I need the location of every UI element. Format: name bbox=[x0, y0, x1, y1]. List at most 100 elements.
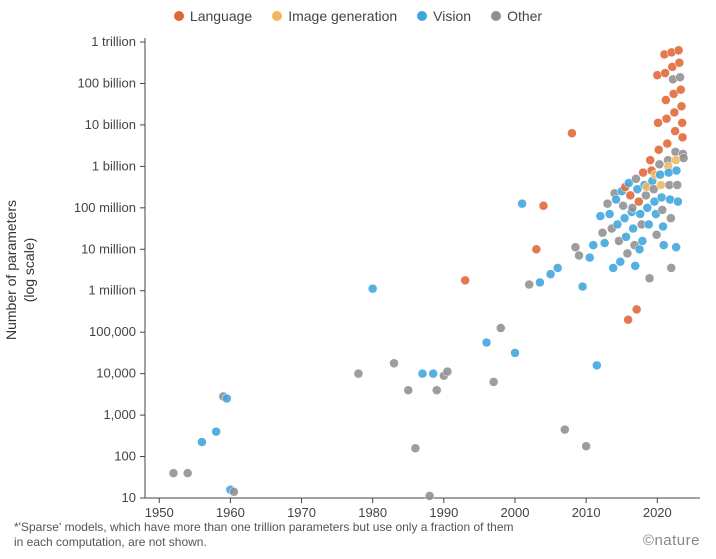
data-point bbox=[622, 232, 631, 241]
brand-mark: ©nature bbox=[643, 532, 700, 549]
data-point bbox=[546, 270, 555, 279]
data-point bbox=[663, 139, 672, 148]
data-point bbox=[656, 181, 665, 190]
x-tick-label: 1960 bbox=[216, 505, 245, 520]
data-point bbox=[674, 46, 683, 55]
data-point bbox=[598, 228, 607, 237]
data-point bbox=[661, 96, 670, 105]
data-point bbox=[631, 261, 640, 270]
data-point bbox=[654, 118, 663, 127]
footnote: *'Sparse' models, which have more than o… bbox=[14, 520, 514, 551]
data-point bbox=[613, 220, 622, 229]
scatter-chart: 101001,00010,000100,0001 million10 milli… bbox=[0, 0, 716, 559]
data-point bbox=[652, 230, 661, 239]
data-point bbox=[675, 58, 684, 67]
data-point bbox=[643, 203, 652, 212]
legend-item: Language bbox=[174, 8, 252, 24]
data-point bbox=[636, 210, 645, 219]
data-point bbox=[532, 245, 541, 254]
data-point bbox=[672, 166, 681, 175]
data-point bbox=[553, 263, 562, 272]
data-point bbox=[658, 205, 667, 214]
data-point bbox=[368, 284, 377, 293]
legend-item: Image generation bbox=[272, 8, 397, 24]
data-point bbox=[670, 108, 679, 117]
legend-swatch bbox=[491, 11, 501, 21]
data-point bbox=[619, 201, 628, 210]
data-point bbox=[212, 427, 221, 436]
data-point bbox=[656, 170, 665, 179]
data-point bbox=[623, 249, 632, 258]
data-point bbox=[482, 338, 491, 347]
data-point bbox=[197, 438, 206, 447]
data-point bbox=[612, 195, 621, 204]
data-point bbox=[616, 257, 625, 266]
data-point bbox=[443, 367, 452, 376]
data-point bbox=[671, 156, 680, 165]
data-point bbox=[662, 114, 671, 123]
data-point bbox=[432, 386, 441, 395]
data-point bbox=[511, 348, 520, 357]
data-point bbox=[646, 156, 655, 165]
data-point bbox=[672, 243, 681, 252]
data-point bbox=[535, 278, 544, 287]
data-point bbox=[589, 241, 598, 250]
data-point bbox=[676, 85, 685, 94]
y-tick-label: 1 million bbox=[88, 283, 136, 298]
data-point bbox=[354, 369, 363, 378]
y-tick-label: 10 billion bbox=[85, 117, 136, 132]
y-tick-label: 100 million bbox=[74, 200, 136, 215]
data-point bbox=[635, 245, 644, 254]
data-point bbox=[677, 102, 686, 111]
data-point bbox=[659, 222, 668, 231]
data-point bbox=[539, 201, 548, 210]
data-point bbox=[673, 181, 682, 190]
data-point bbox=[518, 199, 527, 208]
data-point bbox=[525, 280, 534, 289]
legend-swatch bbox=[174, 11, 184, 21]
data-point bbox=[585, 253, 594, 262]
data-point bbox=[592, 361, 601, 370]
data-point bbox=[666, 195, 675, 204]
legend-label: Language bbox=[190, 8, 252, 24]
data-point bbox=[631, 174, 640, 183]
data-point bbox=[654, 145, 663, 154]
data-point bbox=[641, 191, 650, 200]
data-point bbox=[632, 305, 641, 314]
y-axis-label-line2: (log scale) bbox=[21, 238, 37, 303]
data-point bbox=[429, 369, 438, 378]
data-point bbox=[222, 394, 231, 403]
data-point bbox=[489, 377, 498, 386]
data-point bbox=[653, 71, 662, 80]
data-point bbox=[671, 127, 680, 136]
data-point bbox=[638, 236, 647, 245]
y-tick-label: 100 bbox=[114, 449, 136, 464]
data-point bbox=[404, 386, 413, 395]
data-point bbox=[676, 73, 685, 82]
data-point bbox=[634, 197, 643, 206]
data-point bbox=[609, 263, 618, 272]
data-point bbox=[679, 154, 688, 163]
y-tick-label: 100 billion bbox=[77, 75, 136, 90]
x-tick-label: 1950 bbox=[145, 505, 174, 520]
data-point bbox=[657, 193, 666, 202]
data-point bbox=[575, 251, 584, 260]
data-point bbox=[560, 425, 569, 434]
data-point bbox=[661, 69, 670, 78]
data-point bbox=[582, 442, 591, 451]
data-point bbox=[390, 359, 399, 368]
x-tick-label: 2010 bbox=[572, 505, 601, 520]
data-point bbox=[183, 469, 192, 478]
legend-item: Other bbox=[491, 8, 542, 24]
y-tick-label: 1 billion bbox=[92, 158, 136, 173]
data-point bbox=[229, 487, 238, 496]
data-point bbox=[620, 214, 629, 223]
data-point bbox=[673, 197, 682, 206]
data-point bbox=[567, 129, 576, 138]
legend-label: Vision bbox=[433, 8, 471, 24]
legend-label: Image generation bbox=[288, 8, 397, 24]
data-point bbox=[655, 160, 664, 169]
data-point bbox=[678, 118, 687, 127]
data-point bbox=[411, 444, 420, 453]
data-point bbox=[169, 469, 178, 478]
